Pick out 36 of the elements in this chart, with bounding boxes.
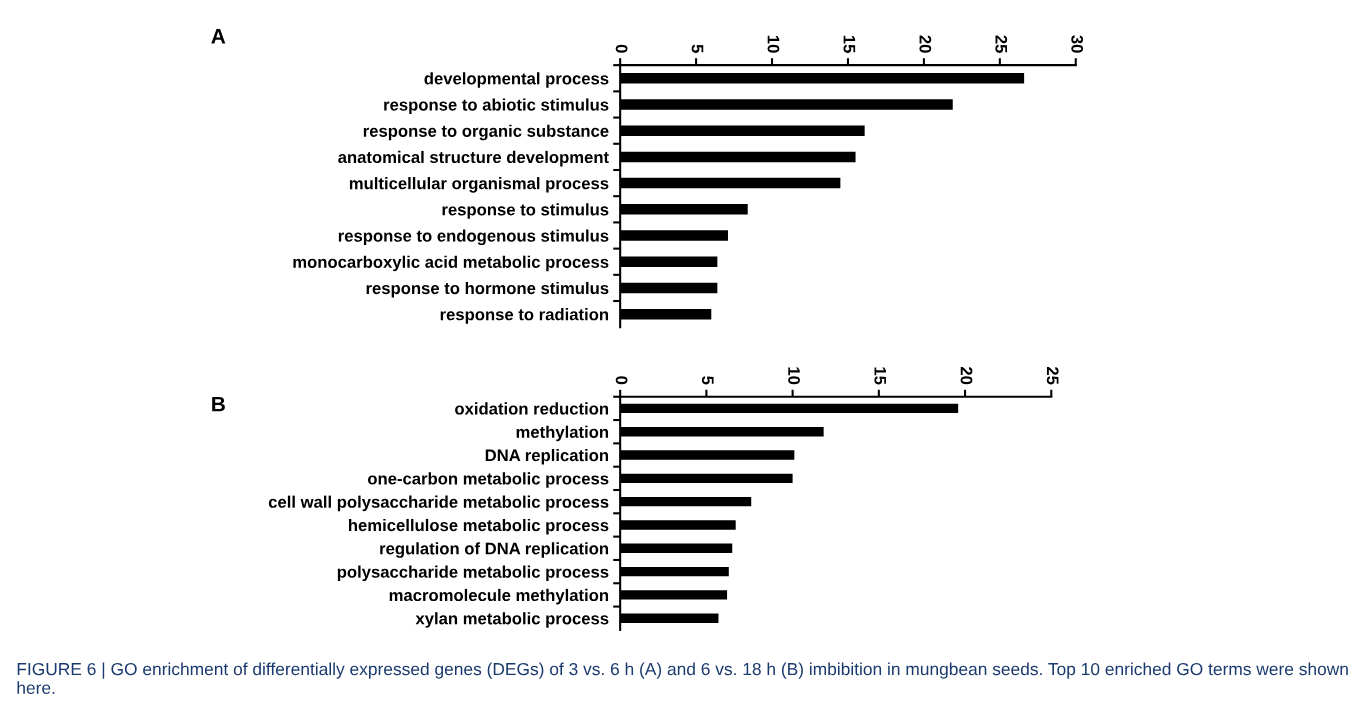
y-tick-label: response to stimulus bbox=[442, 203, 609, 219]
x-tick-label: 5 bbox=[701, 376, 714, 385]
x-tick-label: 15 bbox=[843, 35, 856, 53]
y-tick-label: monocarboxylic acid metabolic process bbox=[293, 255, 609, 272]
y-tick-label: one-carbon metabolic process bbox=[367, 472, 609, 488]
y-tick-label: response to endogenous stimulus bbox=[338, 229, 609, 246]
x-tick-label: 5 bbox=[691, 44, 704, 53]
y-tick-label: response to abiotic stimulus bbox=[384, 98, 609, 114]
x-tick-label: 30 bbox=[1071, 35, 1084, 53]
y-tick-label: hemicellulose metabolic process bbox=[349, 518, 609, 535]
x-tick-label: 15 bbox=[874, 367, 886, 385]
x-tick-label: 25 bbox=[995, 35, 1008, 53]
y-tick-label: multicellular organismal process bbox=[349, 177, 609, 193]
text: A bbox=[211, 29, 226, 44]
y-tick-label: DNA replication bbox=[485, 448, 609, 465]
y-tick-label: regulation of DNA replication bbox=[380, 542, 609, 558]
y-tick-label: response to organic substance bbox=[363, 124, 609, 141]
y-tick-label: response to hormone stimulus bbox=[366, 281, 609, 298]
caption: FIGURE 6 | GO enrichment of differentially expressed genes (DEGs) of 3 vs. 6 h (A) and 6 vs. 18 h (B) imbibition in mungbean seeds. Top 10 enriched GO terms were shown here. bbox=[17, 662, 1348, 694]
y-tick-label: response to radiation bbox=[440, 308, 609, 324]
x-tick-label: 20 bbox=[919, 35, 932, 53]
y-tick-label: oxidation reduction bbox=[455, 402, 609, 415]
y-tick-label: developmental process bbox=[424, 72, 609, 88]
x-tick-label: 10 bbox=[767, 35, 780, 53]
y-tick-label: anatomical structure development bbox=[338, 150, 609, 167]
text: B bbox=[212, 396, 225, 412]
y-tick-label: macromolecule methylation bbox=[389, 588, 609, 605]
x-tick-label: 0 bbox=[615, 376, 628, 385]
x-tick-label: 25 bbox=[1046, 366, 1059, 385]
y-tick-label: cell wall polysaccharide metabolic process bbox=[268, 495, 609, 512]
y-tick-label: xylan metabolic process bbox=[415, 612, 609, 628]
x-tick-label: 10 bbox=[788, 367, 800, 385]
x-tick-label: 0 bbox=[615, 44, 628, 53]
y-tick-label: polysaccharide metabolic process bbox=[337, 565, 609, 582]
x-tick-label: 20 bbox=[960, 366, 973, 385]
y-tick-label: methylation bbox=[516, 425, 609, 442]
